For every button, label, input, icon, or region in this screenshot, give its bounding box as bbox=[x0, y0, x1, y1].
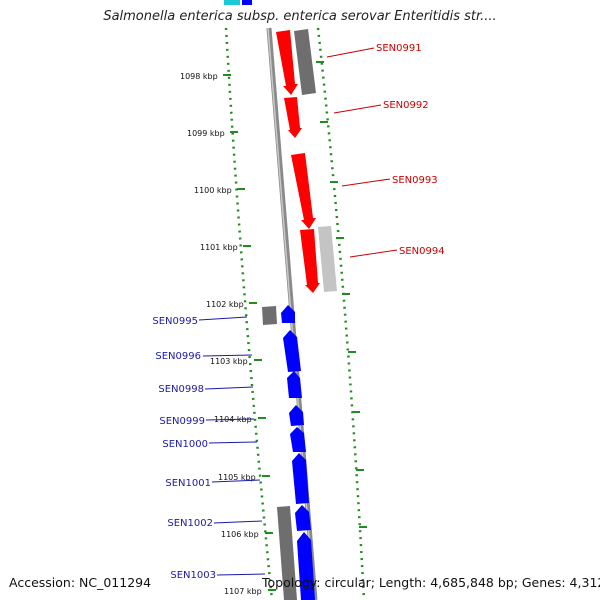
axis-label-1098: 1098 kbp bbox=[180, 72, 218, 81]
top-cyan-feature[interactable] bbox=[224, 0, 240, 5]
gene-label-sen0993[interactable]: SEN0993 bbox=[392, 175, 438, 186]
axis-label-1107: 1107 kbp bbox=[224, 587, 262, 596]
axis-label-1101: 1101 kbp bbox=[200, 243, 238, 252]
gene-arrow-sen0996[interactable] bbox=[283, 330, 301, 372]
minus-gene-labels: SEN0995 SEN0996 SEN0998 SEN0999 SEN1000 … bbox=[152, 316, 216, 581]
top-blue-feature[interactable] bbox=[242, 0, 252, 5]
gene-label-sen1001[interactable]: SEN1001 bbox=[165, 478, 211, 489]
gene-arrow-sen0993[interactable] bbox=[291, 153, 316, 229]
axis-ticks bbox=[223, 74, 276, 591]
gene-arrow-sen0994[interactable] bbox=[300, 229, 320, 293]
gene-arrow-sen0992[interactable] bbox=[284, 97, 302, 138]
gene-arrow-sen0999[interactable] bbox=[289, 405, 304, 426]
axis-label-1103: 1103 kbp bbox=[210, 357, 248, 366]
gray-feature-4[interactable] bbox=[277, 506, 297, 600]
gene-label-sen1003[interactable]: SEN1003 bbox=[170, 570, 216, 581]
axis-label-1099: 1099 kbp bbox=[187, 129, 225, 138]
gc-track-outer bbox=[316, 27, 366, 600]
gray-feature-3[interactable] bbox=[262, 306, 277, 325]
outer-ticks bbox=[316, 61, 367, 528]
plus-label-leaders bbox=[326, 47, 398, 258]
gene-arrow-sen1002[interactable] bbox=[295, 505, 311, 531]
map-title: Salmonella enterica subsp. enterica sero… bbox=[103, 9, 497, 24]
gene-label-sen0996[interactable]: SEN0996 bbox=[155, 351, 201, 362]
minus-strand-genes bbox=[281, 305, 315, 600]
gray-feature-2[interactable] bbox=[318, 226, 337, 292]
gene-label-sen0994[interactable]: SEN0994 bbox=[399, 246, 445, 257]
gray-feature-1[interactable] bbox=[294, 29, 316, 95]
axis-label-1105: 1105 kbp bbox=[218, 473, 256, 482]
gene-arrow-sen1000[interactable] bbox=[290, 427, 306, 452]
plus-strand-genes bbox=[276, 30, 320, 293]
gene-arrow-sen0991[interactable] bbox=[276, 30, 298, 95]
gene-label-sen0991[interactable]: SEN0991 bbox=[376, 43, 422, 54]
accession-text: Accession: NC_011294 bbox=[9, 575, 152, 590]
axis-label-1106: 1106 kbp bbox=[221, 530, 259, 539]
gene-arrow-sen1001[interactable] bbox=[292, 453, 309, 504]
genome-summary-text: Topology: circular; Length: 4,685,848 bp… bbox=[262, 575, 600, 590]
gene-label-sen0992[interactable]: SEN0992 bbox=[383, 100, 429, 111]
gene-label-sen0995[interactable]: SEN0995 bbox=[152, 316, 198, 327]
axis-label-1102: 1102 kbp bbox=[206, 300, 244, 309]
gene-label-sen1002[interactable]: SEN1002 bbox=[167, 518, 213, 529]
gene-arrow-sen0998[interactable] bbox=[287, 371, 302, 398]
minus-label-leaders bbox=[198, 316, 266, 576]
axis-label-1100: 1100 kbp bbox=[194, 186, 232, 195]
gene-label-sen1000[interactable]: SEN1000 bbox=[162, 439, 208, 450]
gene-label-sen0999[interactable]: SEN0999 bbox=[159, 416, 205, 427]
gene-arrow-sen0995[interactable] bbox=[281, 305, 295, 323]
gene-arrow-sen1003[interactable] bbox=[297, 532, 315, 600]
plus-gene-labels: SEN0991 SEN0992 SEN0993 SEN0994 bbox=[376, 43, 445, 257]
gene-label-sen0998[interactable]: SEN0998 bbox=[158, 384, 204, 395]
gc-track-inner bbox=[224, 27, 274, 600]
